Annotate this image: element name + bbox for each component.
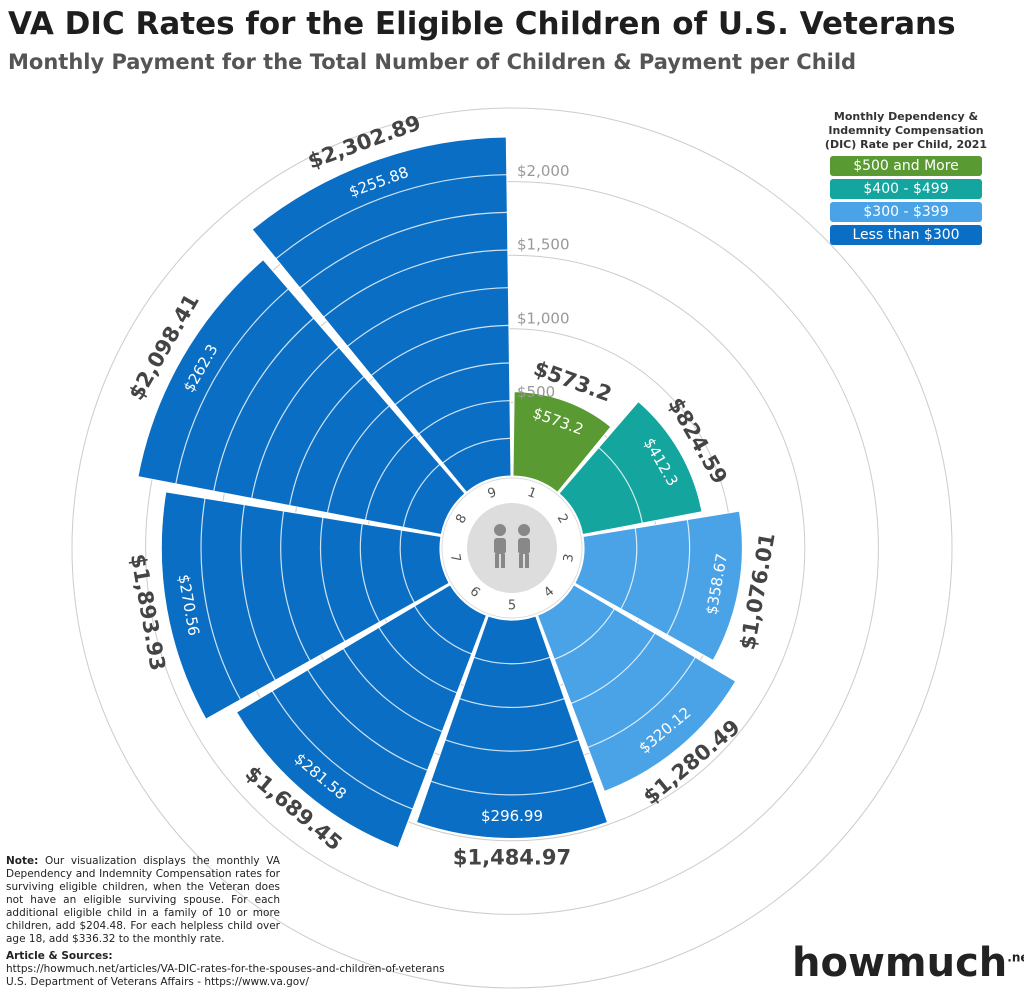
per-child-arc	[570, 632, 656, 704]
per-child-arc	[175, 288, 289, 484]
grid-circle	[71, 107, 953, 989]
per-child-arc	[444, 739, 580, 752]
per-child-arc	[288, 376, 365, 506]
per-child-arc	[137, 259, 264, 477]
per-child-arc	[394, 362, 510, 406]
per-child-arc	[554, 608, 615, 660]
per-child-arc	[598, 447, 643, 524]
source-line: https://howmuch.net/articles/VA-DIC-rate…	[6, 963, 445, 975]
legend-title: Monthly Dependency & Indemnity Compensat…	[824, 110, 988, 151]
legend-item: Less than $300	[830, 225, 982, 245]
per-child-arc	[459, 697, 565, 708]
icon	[519, 554, 523, 568]
per-child-arc	[620, 527, 638, 610]
icon	[518, 538, 530, 554]
per-child-arc	[347, 287, 509, 347]
per-child-arc	[213, 317, 314, 492]
bar	[251, 136, 512, 493]
per-child-arc	[299, 211, 508, 289]
legend-item: $400 - $499	[830, 179, 982, 199]
per-child-arc	[364, 434, 415, 521]
bar	[574, 510, 743, 662]
logo-text: howmuch	[792, 940, 1008, 986]
r-tick-label: $1,500	[517, 236, 570, 254]
per-child-arc	[275, 174, 507, 260]
icon	[525, 554, 529, 568]
legend: Monthly Dependency & Indemnity Compensat…	[820, 110, 992, 248]
per-child-arc	[280, 510, 311, 662]
per-child-arc	[319, 517, 346, 642]
per-child-arc	[416, 821, 608, 840]
center-disc	[467, 503, 557, 593]
logo: howmuch.net	[792, 940, 1024, 986]
per-child-arc	[378, 627, 458, 694]
sources: Article & Sources: https://howmuch.net/ar…	[6, 950, 445, 989]
per-child-arc	[342, 648, 443, 733]
sources-label: Article & Sources:	[6, 950, 113, 962]
per-child-arc	[473, 656, 551, 665]
icon	[495, 554, 499, 568]
logo-suffix: .net	[1007, 950, 1024, 965]
bar	[235, 584, 488, 849]
per-child-arc	[370, 324, 509, 376]
per-child-arc	[604, 681, 737, 793]
bar	[512, 391, 612, 493]
per-child-arc	[200, 498, 242, 700]
per-child-arc	[307, 669, 428, 771]
per-child-arc	[271, 690, 414, 810]
per-child-arc	[402, 463, 441, 528]
per-child-arc	[418, 400, 510, 435]
r-tick-label: $500	[517, 383, 555, 401]
category-label: 7	[447, 553, 463, 564]
grid-circle	[145, 181, 879, 915]
per-child-arc	[414, 605, 472, 655]
note-label: Note:	[6, 855, 39, 867]
category-label: 3	[561, 553, 577, 564]
per-child-arc	[323, 249, 508, 318]
note-text: Our visualization displays the monthly V…	[6, 855, 280, 945]
per-child-arc	[326, 405, 390, 513]
note: Note: Our visualization displays the mon…	[6, 855, 280, 946]
per-child-arc	[587, 656, 696, 749]
r-tick-label: $1,000	[517, 309, 570, 327]
value-label: $1,484.97	[453, 846, 571, 870]
bar	[558, 400, 703, 536]
r-tick-label: $2,000	[517, 162, 570, 180]
legend-item: $500 and More	[830, 156, 982, 176]
per-child-arc	[442, 437, 511, 464]
per-child-label: $296.99	[481, 807, 543, 825]
per-child-arc	[666, 519, 691, 635]
chart-subtitle: Monthly Payment for the Total Number of …	[8, 50, 857, 74]
source-line: U.S. Department of Veterans Affairs - ht…	[6, 976, 309, 988]
per-child-arc	[240, 504, 276, 681]
icon	[501, 554, 505, 568]
chart-title: VA DIC Rates for the Eligible Children o…	[8, 6, 956, 42]
legend-item: $300 - $399	[830, 202, 982, 222]
icon	[494, 538, 506, 554]
per-child-arc	[359, 523, 381, 623]
per-child-arc	[430, 780, 594, 796]
per-child-arc	[251, 346, 340, 499]
per-child-arc	[160, 491, 207, 720]
icon	[494, 524, 506, 536]
per-child-arc	[399, 530, 415, 603]
icon	[518, 524, 530, 536]
category-label: 5	[508, 599, 516, 614]
